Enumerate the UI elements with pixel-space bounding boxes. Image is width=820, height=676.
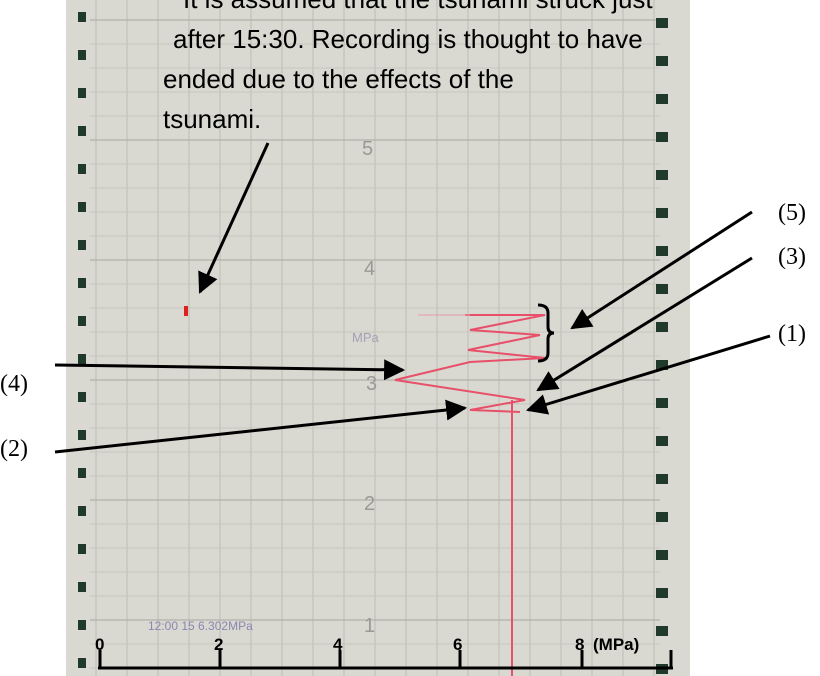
sprocket-hole [78,240,86,250]
sprocket-hole [78,50,86,60]
sprocket-hole [78,202,86,212]
page: 5 4 3 2 1 MPa 12:00 15 6.302MPa It is as… [0,0,820,676]
paper-footer: 12:00 15 6.302MPa [148,619,253,633]
paper-scale-label: 2 [364,493,375,515]
sprocket-hole [78,506,86,516]
sprocket-hole [656,94,668,104]
annotation-line: It is assumed that the tsunami struck ju… [183,0,653,14]
sprocket-hole [78,658,86,668]
sprocket-hole [656,246,668,256]
annotation-line: tsunami. [163,104,261,134]
sprocket-hole [78,620,86,630]
callout-label: (2) [0,436,28,462]
sprocket-hole [78,354,86,364]
red-dot [184,306,188,316]
sprocket-hole [78,430,86,440]
sprocket-hole [656,436,668,446]
callout-label: (5) [778,200,806,226]
sprocket-hole [656,626,668,636]
axis-tick-label: 4 [333,635,343,654]
sprocket-hole [656,322,668,332]
axis-unit: (MPa) [593,635,639,654]
sprocket-hole [656,208,668,218]
sprocket-hole [656,550,668,560]
sprocket-hole [656,398,668,408]
paper-scale-label: 4 [364,258,375,280]
sprocket-hole [78,392,86,402]
axis-tick-label: 8 [575,635,584,654]
sprocket-hole [78,278,86,288]
paper-scale-label: 1 [364,615,375,637]
paper-unit: MPa [352,330,380,345]
sprocket-hole [78,582,86,592]
axis-tick-label: 2 [214,635,223,654]
sprocket-hole [656,18,668,28]
paper-scale-label: 5 [362,138,373,160]
callout-label: (1) [778,321,806,347]
sprocket-hole [656,284,668,294]
figure: 5 4 3 2 1 MPa 12:00 15 6.302MPa It is as… [0,0,820,676]
paper-scale-label: 3 [366,373,377,395]
axis-tick-label: 0 [95,635,104,654]
sprocket-hole [78,544,86,554]
sprocket-hole [78,468,86,478]
sprocket-hole [656,170,668,180]
callout-label: (4) [0,371,28,397]
sprocket-hole [656,588,668,598]
sprocket-hole [78,316,86,326]
callout-label: (3) [778,244,806,270]
sprocket-hole [78,88,86,98]
sprocket-hole [656,132,668,142]
sprocket-hole [78,164,86,174]
sprocket-hole [78,12,86,22]
axis-tick-label: 6 [453,635,462,654]
sprocket-hole [78,126,86,136]
annotation-line: ended due to the effects of the [163,64,514,94]
annotation-line: after 15:30. Recording is thought to hav… [173,24,643,54]
sprocket-hole [656,56,668,66]
sprocket-hole [656,512,668,522]
sprocket-hole [656,474,668,484]
